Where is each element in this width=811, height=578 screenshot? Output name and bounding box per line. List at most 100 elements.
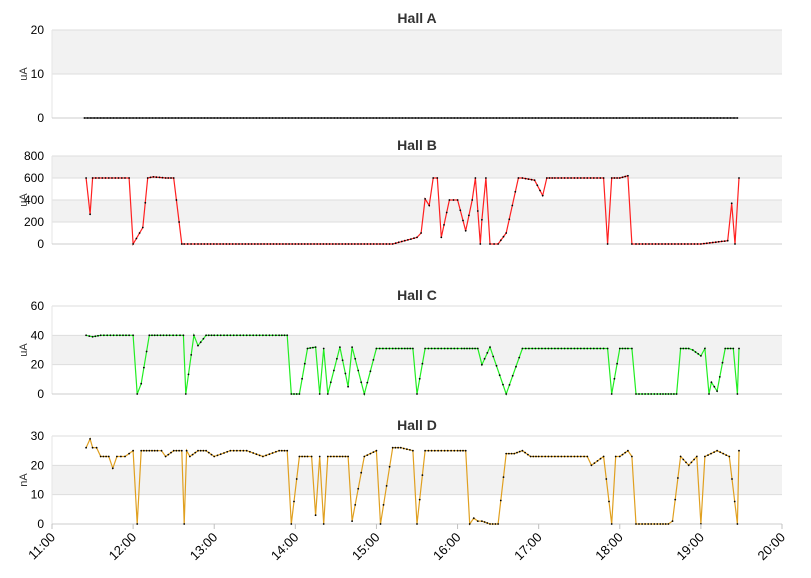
data-point bbox=[260, 243, 262, 245]
data-point bbox=[268, 117, 271, 119]
data-point bbox=[614, 455, 617, 458]
data-point bbox=[514, 190, 517, 193]
data-point bbox=[114, 177, 117, 179]
data-point bbox=[534, 117, 537, 119]
data-point bbox=[301, 455, 303, 458]
data-point bbox=[293, 393, 295, 395]
data-point bbox=[385, 117, 388, 119]
data-point bbox=[143, 366, 145, 369]
data-point bbox=[528, 347, 530, 350]
data-point bbox=[398, 117, 401, 119]
data-point bbox=[319, 243, 322, 245]
data-point bbox=[283, 334, 286, 337]
data-point bbox=[602, 347, 605, 350]
data-point bbox=[466, 117, 469, 119]
data-point bbox=[161, 117, 164, 119]
data-point bbox=[103, 334, 105, 337]
data-point bbox=[536, 184, 539, 187]
x-tick-label: 13:00 bbox=[187, 530, 221, 564]
data-point bbox=[544, 117, 547, 119]
data-point bbox=[716, 117, 718, 119]
data-point bbox=[106, 334, 109, 337]
data-point bbox=[112, 334, 115, 337]
data-point bbox=[164, 455, 167, 458]
data-point bbox=[430, 449, 433, 452]
y-tick-label: 400 bbox=[24, 193, 44, 207]
data-point bbox=[613, 377, 616, 380]
data-point bbox=[330, 117, 332, 119]
data-point bbox=[186, 243, 189, 245]
data-point bbox=[409, 347, 412, 350]
data-point bbox=[128, 177, 131, 179]
data-point bbox=[109, 334, 112, 337]
data-point bbox=[518, 117, 521, 119]
data-point bbox=[446, 347, 449, 350]
data-point bbox=[213, 455, 216, 458]
data-point bbox=[171, 117, 173, 119]
data-point bbox=[657, 117, 660, 119]
data-point bbox=[310, 243, 312, 245]
data-point bbox=[223, 334, 225, 337]
data-point bbox=[341, 243, 344, 245]
data-point bbox=[145, 350, 148, 353]
data-point bbox=[151, 449, 153, 452]
data-point bbox=[148, 117, 151, 119]
data-point bbox=[232, 117, 235, 119]
data-point bbox=[304, 117, 306, 119]
data-point bbox=[242, 117, 245, 119]
data-point bbox=[647, 393, 650, 395]
data-point bbox=[709, 117, 712, 119]
data-point bbox=[255, 117, 258, 119]
data-point bbox=[362, 117, 365, 119]
data-point bbox=[656, 393, 659, 395]
data-point bbox=[175, 199, 178, 201]
data-point bbox=[541, 117, 543, 119]
data-point bbox=[106, 117, 109, 119]
data-point bbox=[395, 117, 397, 119]
data-point bbox=[554, 455, 556, 458]
data-point bbox=[91, 177, 94, 179]
data-point bbox=[416, 393, 418, 395]
data-point bbox=[728, 455, 731, 458]
data-point bbox=[528, 117, 530, 119]
data-point bbox=[586, 117, 589, 119]
data-point bbox=[187, 117, 190, 119]
data-point bbox=[385, 347, 388, 350]
data-point bbox=[687, 117, 689, 119]
data-point bbox=[428, 204, 431, 207]
data-point bbox=[403, 347, 406, 350]
data-point bbox=[363, 455, 366, 458]
data-point bbox=[508, 218, 511, 221]
data-point bbox=[409, 449, 411, 451]
data-point bbox=[205, 449, 208, 452]
data-point bbox=[303, 362, 306, 365]
data-point bbox=[372, 359, 375, 361]
data-point bbox=[232, 449, 235, 452]
data-point bbox=[502, 117, 504, 119]
data-point bbox=[586, 177, 589, 179]
data-point bbox=[378, 347, 381, 350]
data-point bbox=[167, 453, 170, 456]
data-point bbox=[357, 243, 359, 245]
data-point bbox=[489, 346, 491, 348]
data-point bbox=[295, 478, 298, 480]
data-point bbox=[351, 520, 353, 522]
data-point bbox=[101, 177, 104, 179]
data-point bbox=[495, 364, 498, 367]
data-point bbox=[177, 117, 180, 119]
data-point bbox=[675, 393, 678, 395]
data-point bbox=[537, 347, 540, 350]
data-point bbox=[179, 334, 181, 337]
panel-title: Hall C bbox=[397, 287, 437, 303]
data-point bbox=[605, 117, 608, 119]
data-point bbox=[322, 243, 325, 245]
data-point bbox=[436, 177, 439, 179]
data-point bbox=[627, 449, 629, 452]
data-point bbox=[300, 243, 303, 245]
data-point bbox=[687, 347, 690, 350]
data-point bbox=[680, 117, 683, 119]
data-point bbox=[456, 117, 459, 119]
data-point bbox=[456, 347, 459, 350]
data-point bbox=[379, 243, 381, 245]
data-point bbox=[499, 499, 502, 502]
